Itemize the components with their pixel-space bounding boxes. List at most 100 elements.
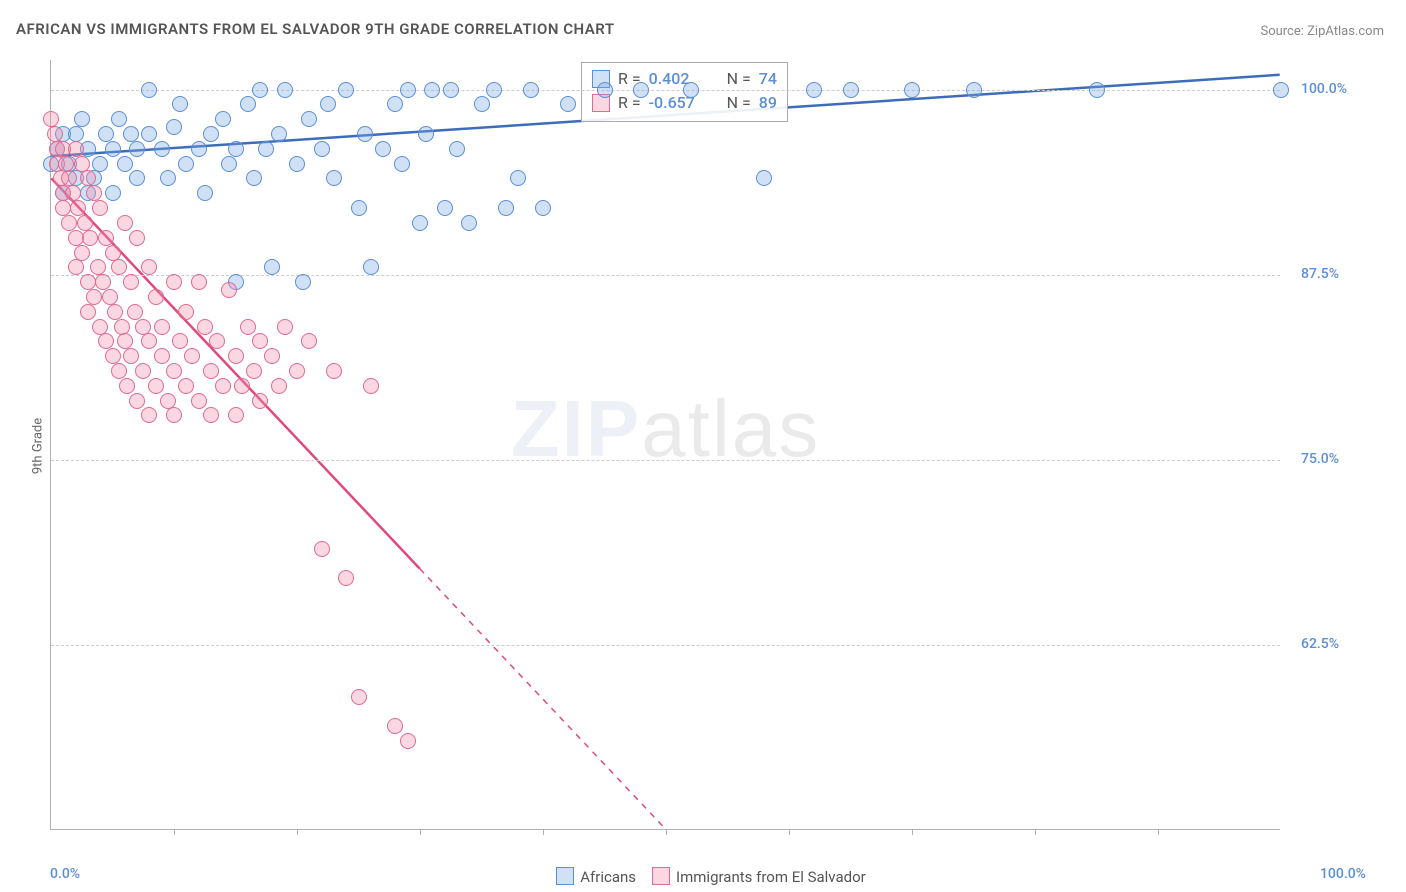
data-point	[135, 319, 151, 335]
plot-area: ZIPatlas R =0.402N =74R =-0.657N =89 100…	[50, 60, 1280, 830]
data-point	[474, 96, 490, 112]
legend-item: Africans	[540, 868, 636, 886]
data-point	[904, 82, 920, 98]
data-point	[123, 348, 139, 364]
data-point	[166, 363, 182, 379]
data-point	[351, 689, 367, 705]
n-label: N =	[727, 91, 751, 115]
data-point	[123, 126, 139, 142]
n-value: 89	[759, 91, 777, 115]
data-point	[184, 348, 200, 364]
data-point	[197, 319, 213, 335]
data-point	[178, 378, 194, 394]
data-point	[148, 289, 164, 305]
data-point	[80, 170, 96, 186]
data-point	[172, 96, 188, 112]
data-point	[172, 333, 188, 349]
data-point	[320, 96, 336, 112]
data-point	[98, 333, 114, 349]
legend-label: Africans	[580, 868, 636, 886]
data-point	[82, 230, 98, 246]
data-point	[92, 200, 108, 216]
data-point	[228, 348, 244, 364]
trend-line-dashed	[420, 569, 666, 829]
data-point	[510, 170, 526, 186]
data-point	[221, 156, 237, 172]
x-tick	[789, 829, 790, 835]
data-point	[326, 363, 342, 379]
data-point	[191, 141, 207, 157]
data-point	[277, 319, 293, 335]
data-point	[258, 141, 274, 157]
data-point	[289, 156, 305, 172]
data-point	[114, 319, 130, 335]
legend-swatch	[556, 867, 574, 885]
data-point	[105, 348, 121, 364]
data-point	[55, 200, 71, 216]
data-point	[117, 215, 133, 231]
y-tick-label: 62.5%	[1301, 636, 1339, 652]
data-point	[363, 259, 379, 275]
data-point	[424, 82, 440, 98]
data-point	[271, 378, 287, 394]
data-point	[154, 319, 170, 335]
data-point	[271, 126, 287, 142]
data-point	[215, 378, 231, 394]
data-point	[166, 274, 182, 290]
series-legend: Africans Immigrants from El Salvador	[0, 867, 1406, 886]
y-axis-label: 9th Grade	[31, 418, 46, 474]
data-point	[178, 304, 194, 320]
data-point	[141, 82, 157, 98]
data-point	[400, 733, 416, 749]
data-point	[326, 170, 342, 186]
data-point	[240, 319, 256, 335]
data-point	[129, 170, 145, 186]
data-point	[111, 259, 127, 275]
data-point	[178, 156, 194, 172]
data-point	[338, 570, 354, 586]
gridline	[51, 460, 1280, 461]
data-point	[154, 348, 170, 364]
data-point	[437, 200, 453, 216]
data-point	[314, 541, 330, 557]
data-point	[314, 141, 330, 157]
data-point	[203, 407, 219, 423]
x-tick	[297, 829, 298, 835]
data-point	[252, 333, 268, 349]
data-point	[1273, 82, 1289, 98]
data-point	[105, 245, 121, 261]
data-point	[135, 363, 151, 379]
data-point	[191, 274, 207, 290]
data-point	[264, 348, 280, 364]
data-point	[68, 141, 84, 157]
data-point	[806, 82, 822, 98]
data-point	[387, 96, 403, 112]
legend-label: Immigrants from El Salvador	[676, 868, 866, 886]
data-point	[400, 82, 416, 98]
data-point	[70, 200, 86, 216]
data-point	[117, 156, 133, 172]
data-point	[61, 170, 77, 186]
legend-swatch	[652, 867, 670, 885]
data-point	[683, 82, 699, 98]
data-point	[449, 141, 465, 157]
data-point	[65, 185, 81, 201]
data-point	[105, 141, 121, 157]
data-point	[43, 111, 59, 127]
data-point	[74, 111, 90, 127]
data-point	[47, 126, 63, 142]
data-point	[597, 82, 613, 98]
gridline	[51, 645, 1280, 646]
data-point	[74, 156, 90, 172]
data-point	[129, 230, 145, 246]
data-point	[166, 407, 182, 423]
data-point	[295, 274, 311, 290]
data-point	[86, 185, 102, 201]
data-point	[105, 185, 121, 201]
data-point	[234, 378, 250, 394]
data-point	[535, 200, 551, 216]
data-point	[412, 215, 428, 231]
data-point	[203, 363, 219, 379]
data-point	[74, 245, 90, 261]
data-point	[98, 126, 114, 142]
